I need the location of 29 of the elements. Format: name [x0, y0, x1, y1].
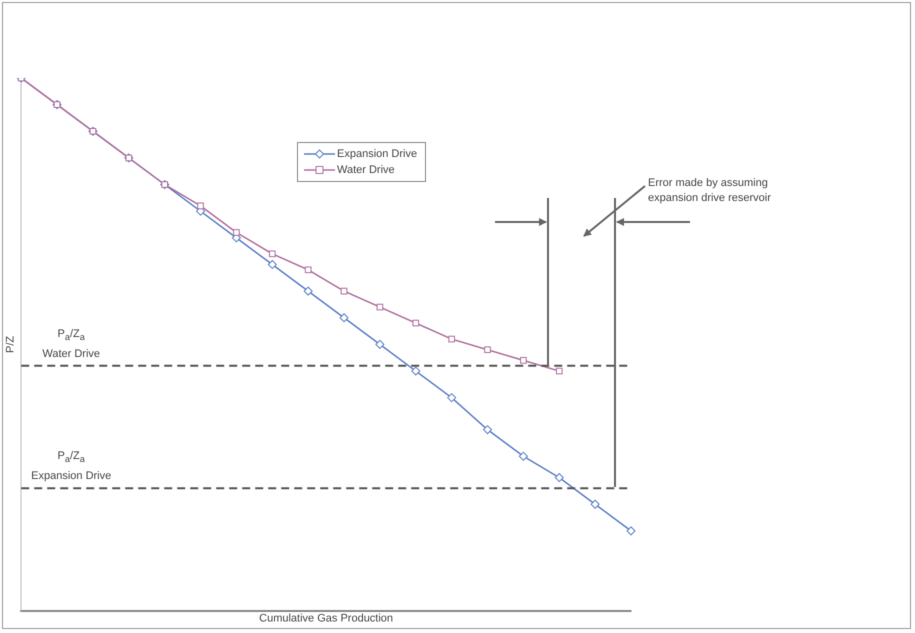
point: [268, 250, 276, 258]
point: [304, 266, 312, 274]
legend-label: Water Drive: [337, 164, 395, 176]
point: [448, 336, 455, 342]
point: [376, 304, 384, 310]
point: [268, 260, 277, 269]
x-axis-title: Cumulative Gas Production: [259, 612, 394, 624]
point: [340, 313, 349, 322]
point: [626, 526, 636, 536]
ref-line-label: P$_{a}$/Z$_{a}$ Expansion Drive: [31, 449, 112, 484]
point: [556, 368, 563, 374]
point: [447, 393, 456, 402]
point: [375, 340, 384, 349]
point: [233, 229, 240, 236]
text: Error made by assuming expansion drive reservoir: [648, 176, 771, 206]
y-axis-title: P/Z: [4, 336, 17, 353]
legend-label: Expansion Drive: [337, 148, 418, 160]
point: [520, 357, 527, 364]
point: [304, 286, 313, 296]
point: [411, 366, 420, 376]
point: [484, 346, 491, 354]
point: [590, 500, 600, 509]
point: [554, 473, 564, 482]
point: [197, 202, 204, 210]
point: [340, 288, 348, 294]
point: [483, 425, 492, 434]
ref-line-label: P$_{a}$/Z$_{a}$ Water Drive: [42, 326, 100, 362]
point: [412, 320, 420, 326]
point: [518, 452, 528, 461]
